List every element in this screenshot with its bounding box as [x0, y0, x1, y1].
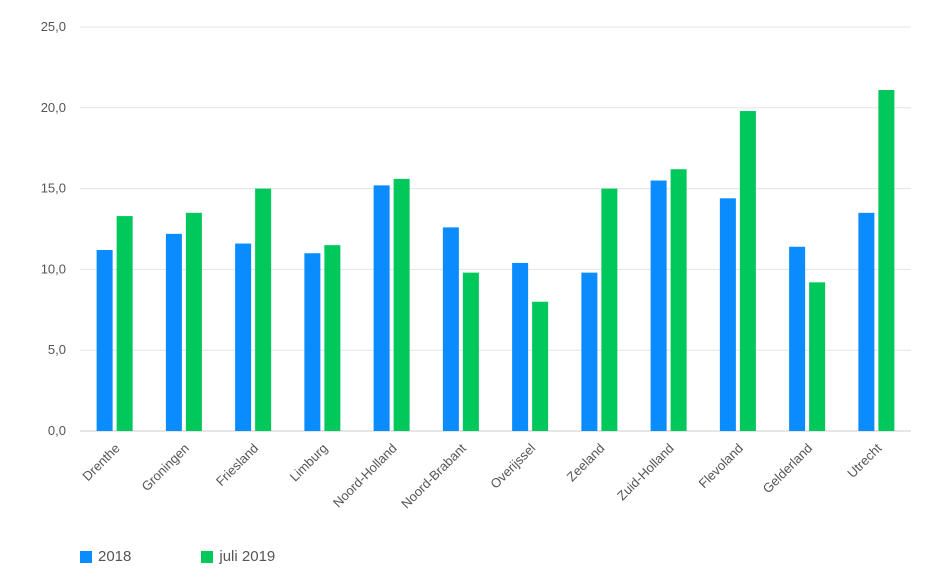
legend-label-juli-2019: juli 2019 [219, 548, 276, 565]
y-tick-label: 5,0 [48, 342, 66, 357]
bar-juli-2019-drenthe[interactable] [116, 216, 133, 431]
bar-juli-2019-groningen[interactable] [185, 212, 202, 431]
bars [96, 90, 895, 432]
x-tick-label: Flevoland [696, 441, 746, 491]
legend-swatch-juli-2019 [201, 550, 214, 563]
y-tick-label: 15,0 [41, 181, 66, 196]
bar-2018-noord-brabant[interactable] [442, 227, 459, 431]
y-tick-label: 20,0 [41, 100, 66, 115]
bar-2018-flevoland[interactable] [719, 198, 736, 431]
legend-item-2018[interactable]: 2018 [80, 548, 131, 565]
y-tick-label: 10,0 [41, 261, 66, 276]
bar-2018-zeeland[interactable] [581, 272, 598, 431]
x-tick-label: Noord-Holland [330, 441, 400, 511]
x-axis-ticks: Drenthe Groningen Friesland Limburg Noord-Ho… [79, 440, 884, 511]
bar-2018-groningen[interactable] [165, 233, 182, 431]
gridlines [80, 26, 911, 432]
x-tick-label: Utrecht [844, 440, 885, 481]
legend-label-2018: 2018 [98, 548, 132, 565]
bar-juli-2019-utrecht[interactable] [878, 90, 895, 432]
bar-2018-utrecht[interactable] [858, 212, 875, 431]
x-tick-label: Gelderland [760, 441, 816, 497]
x-tick-label: Noord-Brabant [398, 440, 469, 511]
x-tick-label: Friesland [213, 441, 261, 489]
x-tick-label: Limburg [287, 441, 331, 485]
x-tick-label: Zuid-Holland [614, 441, 677, 504]
bar-2018-friesland[interactable] [235, 243, 252, 431]
x-tick-label: Zeeland [564, 441, 608, 485]
y-axis-ticks: 0,0 5,0 10,0 15,0 20,0 25,0 [41, 19, 66, 438]
bar-juli-2019-gelderland[interactable] [809, 282, 826, 431]
bar-2018-limburg[interactable] [304, 253, 321, 431]
bar-juli-2019-overijssel[interactable] [532, 301, 549, 431]
legend: 2018 juli 2019 [80, 548, 345, 565]
bar-juli-2019-flevoland[interactable] [739, 111, 756, 432]
bar-juli-2019-friesland[interactable] [255, 188, 272, 431]
y-tick-label: 25,0 [41, 19, 66, 34]
y-tick-label: 0,0 [48, 423, 66, 438]
legend-item-juli-2019[interactable]: juli 2019 [201, 548, 275, 565]
x-tick-label: Groningen [138, 441, 192, 495]
bar-juli-2019-noord-brabant[interactable] [462, 272, 479, 431]
bar-2018-gelderland[interactable] [789, 246, 806, 431]
bar-2018-noord-holland[interactable] [373, 185, 390, 431]
bar-juli-2019-noord-holland[interactable] [393, 178, 410, 431]
bar-2018-overijssel[interactable] [512, 262, 529, 431]
bar-2018-drenthe[interactable] [96, 250, 113, 431]
x-tick-label: Drenthe [79, 441, 122, 484]
legend-swatch-2018 [80, 550, 92, 563]
bar-chart: 0,0 5,0 10,0 15,0 20,0 25,0 Drenthe Groningen F… [41, 19, 911, 511]
bar-juli-2019-limburg[interactable] [324, 245, 341, 431]
bar-juli-2019-zeeland[interactable] [601, 188, 618, 431]
x-tick-label: Overijssel [487, 440, 538, 491]
bar-juli-2019-zuid-holland[interactable] [670, 169, 687, 431]
bar-2018-zuid-holland[interactable] [650, 180, 667, 431]
